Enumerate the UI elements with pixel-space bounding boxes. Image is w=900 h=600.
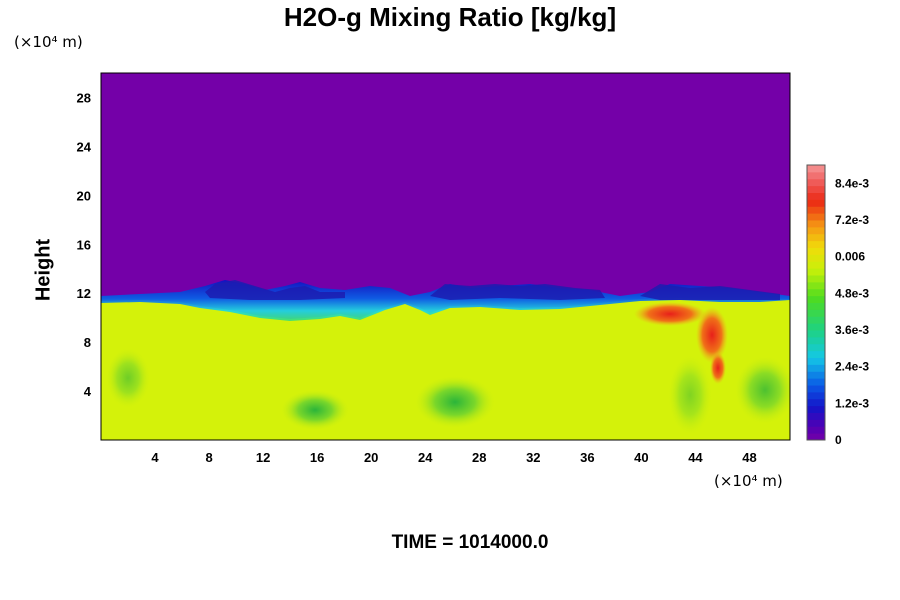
colorbar-band <box>807 405 825 413</box>
chart-title: H2O-g Mixing Ratio [kg/kg] <box>283 2 617 32</box>
colorbar-band <box>807 371 825 379</box>
colorbar-tick-label: 0 <box>835 433 842 447</box>
eddy <box>281 390 349 430</box>
y-tick-label: 16 <box>77 237 91 252</box>
colorbar-band <box>807 336 825 345</box>
colorbar-tick-label: 2.4e-3 <box>835 360 869 374</box>
x-tick-label: 32 <box>526 450 540 465</box>
y-tick-label: 8 <box>84 335 91 350</box>
colorbar-band <box>807 350 825 358</box>
colorbar-band <box>807 171 825 180</box>
colorbar-band <box>807 185 825 193</box>
colorbar-band <box>807 206 825 214</box>
x-tick-label: 28 <box>472 450 486 465</box>
x-tick-label: 24 <box>418 450 433 465</box>
upper-cloud-puffs <box>205 280 780 300</box>
moist-plume <box>696 307 728 363</box>
colorbar-band <box>807 281 825 290</box>
moist-plume <box>634 302 706 326</box>
x-tick-label: 12 <box>256 450 270 465</box>
colorbar-band <box>807 316 825 324</box>
colorbar-band <box>807 220 825 228</box>
colorbar-band <box>807 233 825 242</box>
y-tick-label: 12 <box>77 286 91 301</box>
boundary-band <box>101 280 790 321</box>
colorbar-band <box>807 364 825 372</box>
colorbar-band <box>807 213 825 221</box>
x-tick-label: 16 <box>310 450 324 465</box>
moist-plume <box>710 352 726 384</box>
colorbar-frame <box>806 164 826 441</box>
x-tick-label: 36 <box>580 450 594 465</box>
colorbar-band <box>807 323 825 331</box>
colorbar-band <box>807 288 825 297</box>
colorbar-band <box>807 192 825 200</box>
colorbar-ticks: 0 1.2e-3 2.4e-3 3.6e-3 4.8e-3 0.006 7.2e-3 8.4e… <box>835 176 869 447</box>
x-unit-label: (×10⁴ m) <box>714 472 783 490</box>
colorbar-band <box>807 226 825 235</box>
colorbar-band <box>807 295 825 303</box>
colorbar-tick-label: 8.4e-3 <box>835 176 869 190</box>
x-tick-label: 8 <box>205 450 212 465</box>
plot-frame <box>100 72 791 441</box>
colorbar-band <box>807 240 825 248</box>
y-tick-label: 28 <box>77 90 91 105</box>
eddy <box>415 376 495 428</box>
time-footer: TIME = 1014000.0 <box>391 532 549 553</box>
colorbar-band <box>807 254 825 262</box>
colorbar <box>807 165 825 441</box>
colorbar-band <box>807 378 825 386</box>
eddy <box>106 348 150 408</box>
colorbar-band <box>807 357 825 365</box>
x-tick-label: 48 <box>742 450 756 465</box>
colorbar-band <box>807 391 825 400</box>
colorbar-band <box>807 419 825 427</box>
colorbar-band <box>807 330 825 338</box>
colorbar-tick-label: 3.6e-3 <box>835 323 869 337</box>
y-tick-label: 24 <box>77 139 92 154</box>
colorbar-band <box>807 412 825 420</box>
y-tick-label: 20 <box>77 188 91 203</box>
colorbar-band <box>807 247 825 255</box>
colorbar-tick-label: 1.2e-3 <box>835 396 869 410</box>
y-axis-ticks: 4 8 12 16 20 24 28 <box>77 90 92 399</box>
colorbar-tick-label: 7.2e-3 <box>835 213 869 227</box>
colorbar-band <box>807 261 825 269</box>
colorbar-band <box>807 302 825 310</box>
y-tick-label: 4 <box>84 384 92 399</box>
y-unit-label: (×10⁴ m) <box>14 33 83 51</box>
eddy <box>735 356 790 424</box>
colorbar-band <box>807 275 825 283</box>
colorbar-band <box>807 433 825 441</box>
colorbar-tick-label: 0.006 <box>835 250 865 264</box>
x-tick-label: 4 <box>151 450 159 465</box>
colorbar-tick-label: 4.8e-3 <box>835 286 869 300</box>
colorbar-band <box>807 426 825 434</box>
colorbar-band <box>807 385 825 393</box>
x-axis-ticks: 4 8 12 16 20 24 28 32 36 40 44 48 <box>151 450 756 465</box>
colorbar-band <box>807 343 825 352</box>
colorbar-band <box>807 309 825 317</box>
x-tick-label: 20 <box>364 450 378 465</box>
x-tick-label: 40 <box>634 450 648 465</box>
colorbar-band <box>807 178 825 187</box>
lower-moist-region <box>101 298 790 440</box>
colorbar-band <box>807 199 825 207</box>
eddy <box>668 355 712 435</box>
x-tick-label: 44 <box>688 450 703 465</box>
colorbar-band <box>807 268 825 276</box>
colorbar-band <box>807 165 825 173</box>
heatmap-field <box>101 73 790 440</box>
colorbar-band <box>807 398 825 407</box>
